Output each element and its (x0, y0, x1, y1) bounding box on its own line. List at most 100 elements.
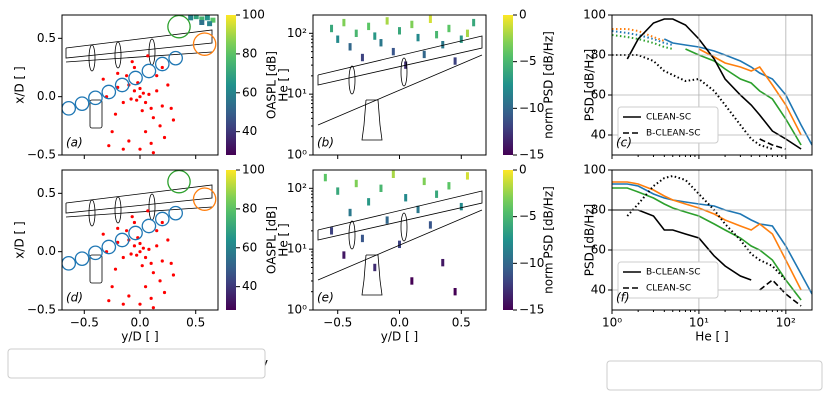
array-mic (151, 271, 155, 275)
nozzle (361, 254, 383, 296)
psd-cell (447, 24, 451, 33)
nozzle (348, 65, 356, 95)
psd-cell (391, 47, 395, 56)
psd-cell (342, 18, 346, 27)
psd-cell (323, 173, 327, 182)
array-mic (146, 209, 150, 213)
colorbar-tick-label: −5 (519, 209, 537, 223)
array-mic (140, 264, 144, 268)
colorbar-tick-label: 80 (242, 201, 257, 215)
psd-cell (336, 187, 340, 195)
array-mic (135, 253, 139, 257)
array-mic (140, 109, 144, 113)
array-mic (147, 92, 151, 96)
psd-cell (330, 227, 334, 235)
array-mic (171, 273, 176, 277)
psd-cell (465, 29, 469, 38)
array-mic (149, 296, 153, 300)
roi (128, 70, 143, 86)
legend-label: CLEAN-SC (646, 284, 691, 294)
array-mic (132, 220, 137, 225)
array-mic (149, 106, 153, 110)
psd-cell (410, 277, 414, 285)
psd-cell (422, 50, 426, 59)
x-axis-label: y/D [ ] (121, 330, 158, 344)
colorbar-label: OASPL [dB] (265, 51, 279, 119)
colorbar-tick-label: 80 (242, 46, 257, 60)
axes-frame (312, 169, 487, 311)
x-tick-label: 10² (776, 316, 796, 330)
colorbar (226, 15, 236, 155)
array-mic (149, 141, 153, 145)
jet-outline (317, 35, 483, 86)
array-mic (121, 147, 125, 151)
array-mic (138, 86, 142, 91)
psd-cell (422, 177, 426, 186)
psd-cell (404, 194, 408, 202)
jet-outline (65, 206, 213, 218)
roi (74, 96, 90, 112)
y-tick-label: 60 (591, 88, 606, 102)
psd-line (626, 18, 802, 150)
y-tick-label: 0.0 (37, 89, 56, 103)
array-mic (121, 302, 125, 306)
colorbar-tick-label: 40 (242, 279, 257, 293)
roi (192, 187, 217, 211)
array-mic (125, 74, 129, 78)
panel (612, 18, 812, 150)
array-mic (149, 261, 153, 265)
psd-cell (360, 234, 364, 243)
jet-outline (65, 184, 213, 214)
oaspl-cell (193, 15, 199, 20)
array-mic (132, 65, 137, 70)
psd-line (698, 48, 802, 136)
colorbar-label: norm PSD [dB/Hz] (542, 186, 556, 294)
x-tick-label: 10⁰ (602, 316, 622, 330)
oaspl-cell (188, 15, 194, 21)
y-tick-label: 10² (287, 26, 307, 40)
x-tick-label: 10¹ (689, 316, 709, 330)
nozzle (148, 38, 156, 66)
panel-label: (c) (616, 136, 632, 150)
y-axis-label: He [ ] (277, 68, 291, 101)
array-mic (147, 247, 151, 251)
oaspl-cell (204, 15, 210, 21)
axes-frame (611, 14, 813, 156)
array-mic (127, 139, 131, 143)
panel (317, 15, 483, 141)
array-mic (143, 130, 148, 134)
psd-cell (398, 240, 401, 249)
nozzle (89, 99, 103, 129)
psd-cell (441, 41, 445, 49)
array-mic (116, 71, 120, 75)
legend-box (7, 348, 266, 379)
legend-label: CLEAN-SC (646, 113, 691, 123)
psd-cell (373, 263, 377, 272)
x-tick-label: −0.5 (323, 316, 352, 330)
array-mic (155, 244, 159, 248)
psd-cell (447, 182, 451, 190)
array-mic (113, 112, 118, 116)
roi (74, 251, 90, 267)
roi (128, 225, 143, 241)
colorbar (226, 170, 236, 310)
y-tick-label: 40 (591, 128, 606, 142)
colorbar (503, 15, 513, 155)
psd-cell (342, 251, 346, 259)
psd-line (759, 138, 787, 150)
array-mic (143, 100, 148, 105)
y-tick-label: 100 (583, 8, 606, 22)
jet-outline (65, 29, 213, 59)
nozzle (361, 99, 383, 141)
y-tick-label: 10⁰ (287, 303, 307, 317)
y-tick-label: 80 (591, 203, 606, 217)
panel-label: (e) (317, 291, 334, 305)
y-axis-label: x/D [ ] (13, 66, 27, 103)
array-mic (166, 238, 170, 242)
jet-outline (65, 51, 213, 63)
roi (114, 232, 130, 248)
psd-cell (379, 184, 383, 193)
colorbar-tick-label: 100 (242, 8, 265, 22)
array-mic (169, 261, 173, 265)
array-mic (160, 65, 164, 70)
